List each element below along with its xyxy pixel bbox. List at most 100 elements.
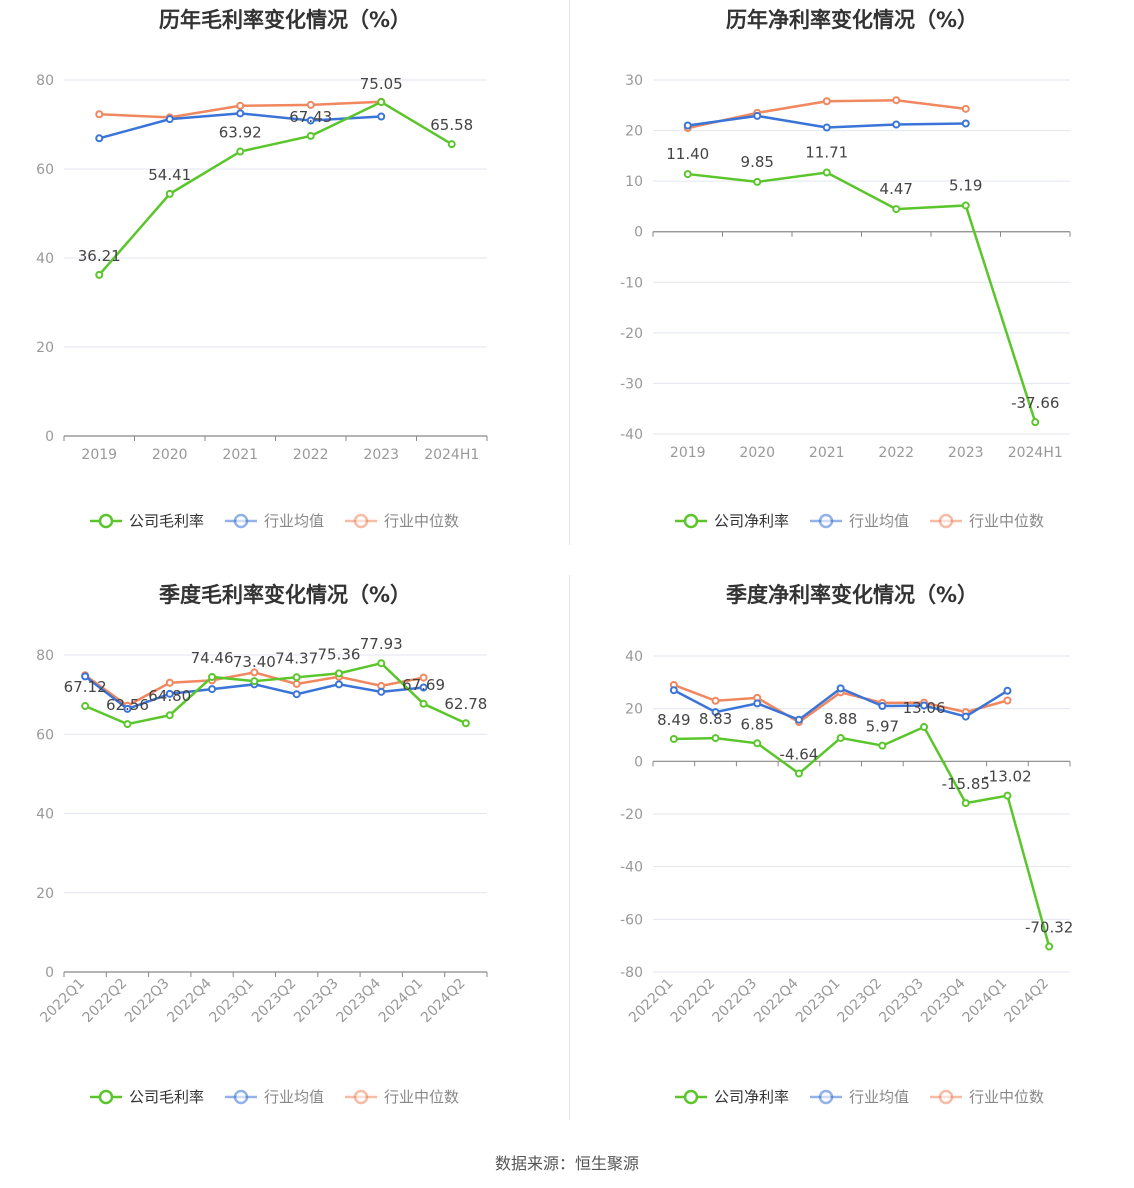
data-label: 5.97 xyxy=(866,718,899,736)
data-point xyxy=(878,741,887,750)
data-point xyxy=(292,679,301,688)
data-point xyxy=(711,708,720,717)
data-point xyxy=(306,100,315,109)
series-line xyxy=(98,100,453,276)
data-label: 62.56 xyxy=(106,696,149,714)
y-tick-label: -10 xyxy=(620,275,643,291)
legend-label: 行业中位数 xyxy=(384,1088,459,1106)
x-tick-label: 2019 xyxy=(670,445,706,461)
data-label: 75.05 xyxy=(360,75,403,93)
data-point xyxy=(95,134,104,143)
data-point xyxy=(123,704,132,713)
data-point xyxy=(836,733,845,742)
x-tick-label: 2022 xyxy=(878,445,914,461)
chart-title: 历年净利率变化情况（%） xyxy=(725,8,979,32)
x-tick-label: 2022Q2 xyxy=(80,976,131,1027)
x-tick-label: 2022Q1 xyxy=(37,976,88,1027)
data-point xyxy=(961,799,970,808)
panel-annual-gross-margin: 历年毛利率变化情况（%） 0 20 40 60 80 2019 2020 2021 2022 20… xyxy=(0,0,570,560)
data-label: 74.37 xyxy=(275,649,318,667)
data-point xyxy=(878,702,887,711)
panel-quarterly-net-margin: 季度净利率变化情况（%） -80 -60 -40 -20 0 20 40 2022Q1 2022… xyxy=(570,575,1134,1135)
data-point xyxy=(123,720,132,729)
data-point xyxy=(1045,942,1054,951)
legend-label: 行业均值 xyxy=(264,512,324,530)
x-tick-label: 2022Q4 xyxy=(164,975,215,1026)
x-tick-label: 2024Q1 xyxy=(960,976,1011,1027)
chart-title: 历年毛利率变化情况（%） xyxy=(158,8,412,32)
y-tick-label: -40 xyxy=(620,860,643,876)
chart-title: 季度净利率变化情况（%） xyxy=(725,583,979,607)
data-point xyxy=(892,205,901,214)
legend-label: 公司毛利率 xyxy=(129,1088,204,1106)
legend-label: 公司净利率 xyxy=(714,1088,789,1106)
data-point xyxy=(794,769,803,778)
y-tick-label: -80 xyxy=(620,965,643,981)
data-point xyxy=(683,121,692,130)
data-point xyxy=(334,680,343,689)
data-point xyxy=(461,719,470,728)
data-point xyxy=(208,685,217,694)
data-point xyxy=(753,111,762,120)
x-tick-label: 2019 xyxy=(81,447,117,463)
y-tick-label: -20 xyxy=(620,326,643,342)
data-label: -70.32 xyxy=(1025,919,1073,937)
y-tick-label: 60 xyxy=(36,727,54,743)
y-tick-label: 20 xyxy=(36,340,54,356)
legend-marker xyxy=(353,513,369,529)
x-tick-label: 2022Q4 xyxy=(751,975,802,1026)
data-point xyxy=(961,201,970,210)
data-point xyxy=(753,177,762,186)
y-tick-label: 10 xyxy=(625,174,643,190)
vertical-divider-bottom xyxy=(569,575,570,1120)
data-label: 67.12 xyxy=(64,678,107,696)
data-label: 9.85 xyxy=(741,153,774,171)
data-point xyxy=(669,734,678,743)
x-tick-label: 2022 xyxy=(293,447,329,463)
x-tick-label: 2023Q2 xyxy=(249,976,300,1027)
y-tick-label: 20 xyxy=(36,886,54,902)
x-tick-label: 2022Q1 xyxy=(626,976,677,1027)
data-point xyxy=(250,677,259,686)
x-tick-label: 2023 xyxy=(363,447,399,463)
line-chart: -80 -60 -40 -20 0 20 40 2022Q12022Q22022Q32022Q… xyxy=(620,649,1073,1106)
x-tick-label: 2023Q4 xyxy=(333,975,384,1026)
legend-item: 行业均值 xyxy=(810,1088,909,1106)
legend-marker xyxy=(353,1089,369,1105)
data-point xyxy=(236,147,245,156)
panel-annual-net-margin: 历年净利率变化情况（%） -40 -30 -20 -10 0 10 20 30 2019 2020… xyxy=(570,0,1134,560)
data-point xyxy=(794,715,803,724)
x-tick-label: 2021 xyxy=(222,447,258,463)
y-tick-label: 0 xyxy=(45,429,54,445)
legend-marker xyxy=(938,1089,954,1105)
x-tick-label: 2023Q3 xyxy=(876,976,927,1027)
data-label: 8.49 xyxy=(657,711,690,729)
data-point xyxy=(753,739,762,748)
data-label: 65.58 xyxy=(430,116,473,134)
series-line xyxy=(687,171,1037,423)
data-point xyxy=(683,170,692,179)
data-point xyxy=(165,189,174,198)
data-point xyxy=(836,684,845,693)
line-chart: 0 20 40 60 80 2019 2020 2021 2022 2023 2024H1 36.21… xyxy=(36,73,488,530)
legend-marker xyxy=(233,513,249,529)
y-tick-label: -60 xyxy=(620,912,643,928)
series-line xyxy=(84,661,467,726)
data-point xyxy=(822,168,831,177)
data-label: -15.85 xyxy=(942,775,990,793)
data-label: 77.93 xyxy=(360,635,403,653)
legend-item: 行业中位数 xyxy=(345,512,459,530)
x-tick-label: 2023Q3 xyxy=(291,976,342,1027)
legend-item: 行业均值 xyxy=(810,512,909,530)
y-tick-label: -40 xyxy=(620,427,643,443)
line-chart: 0204060802022Q12022Q22022Q32022Q42023Q12… xyxy=(36,635,488,1106)
y-tick-label: 0 xyxy=(634,225,643,241)
legend-item: 行业均值 xyxy=(225,1088,324,1106)
legend-marker xyxy=(98,513,114,529)
legend-item: 行业均值 xyxy=(225,512,324,530)
x-tick-label: 2022Q2 xyxy=(668,976,719,1027)
data-point xyxy=(81,702,90,711)
data-point xyxy=(419,683,428,692)
chart-title: 季度毛利率变化情况（%） xyxy=(158,583,412,607)
x-tick-label: 2024Q2 xyxy=(1001,976,1052,1027)
